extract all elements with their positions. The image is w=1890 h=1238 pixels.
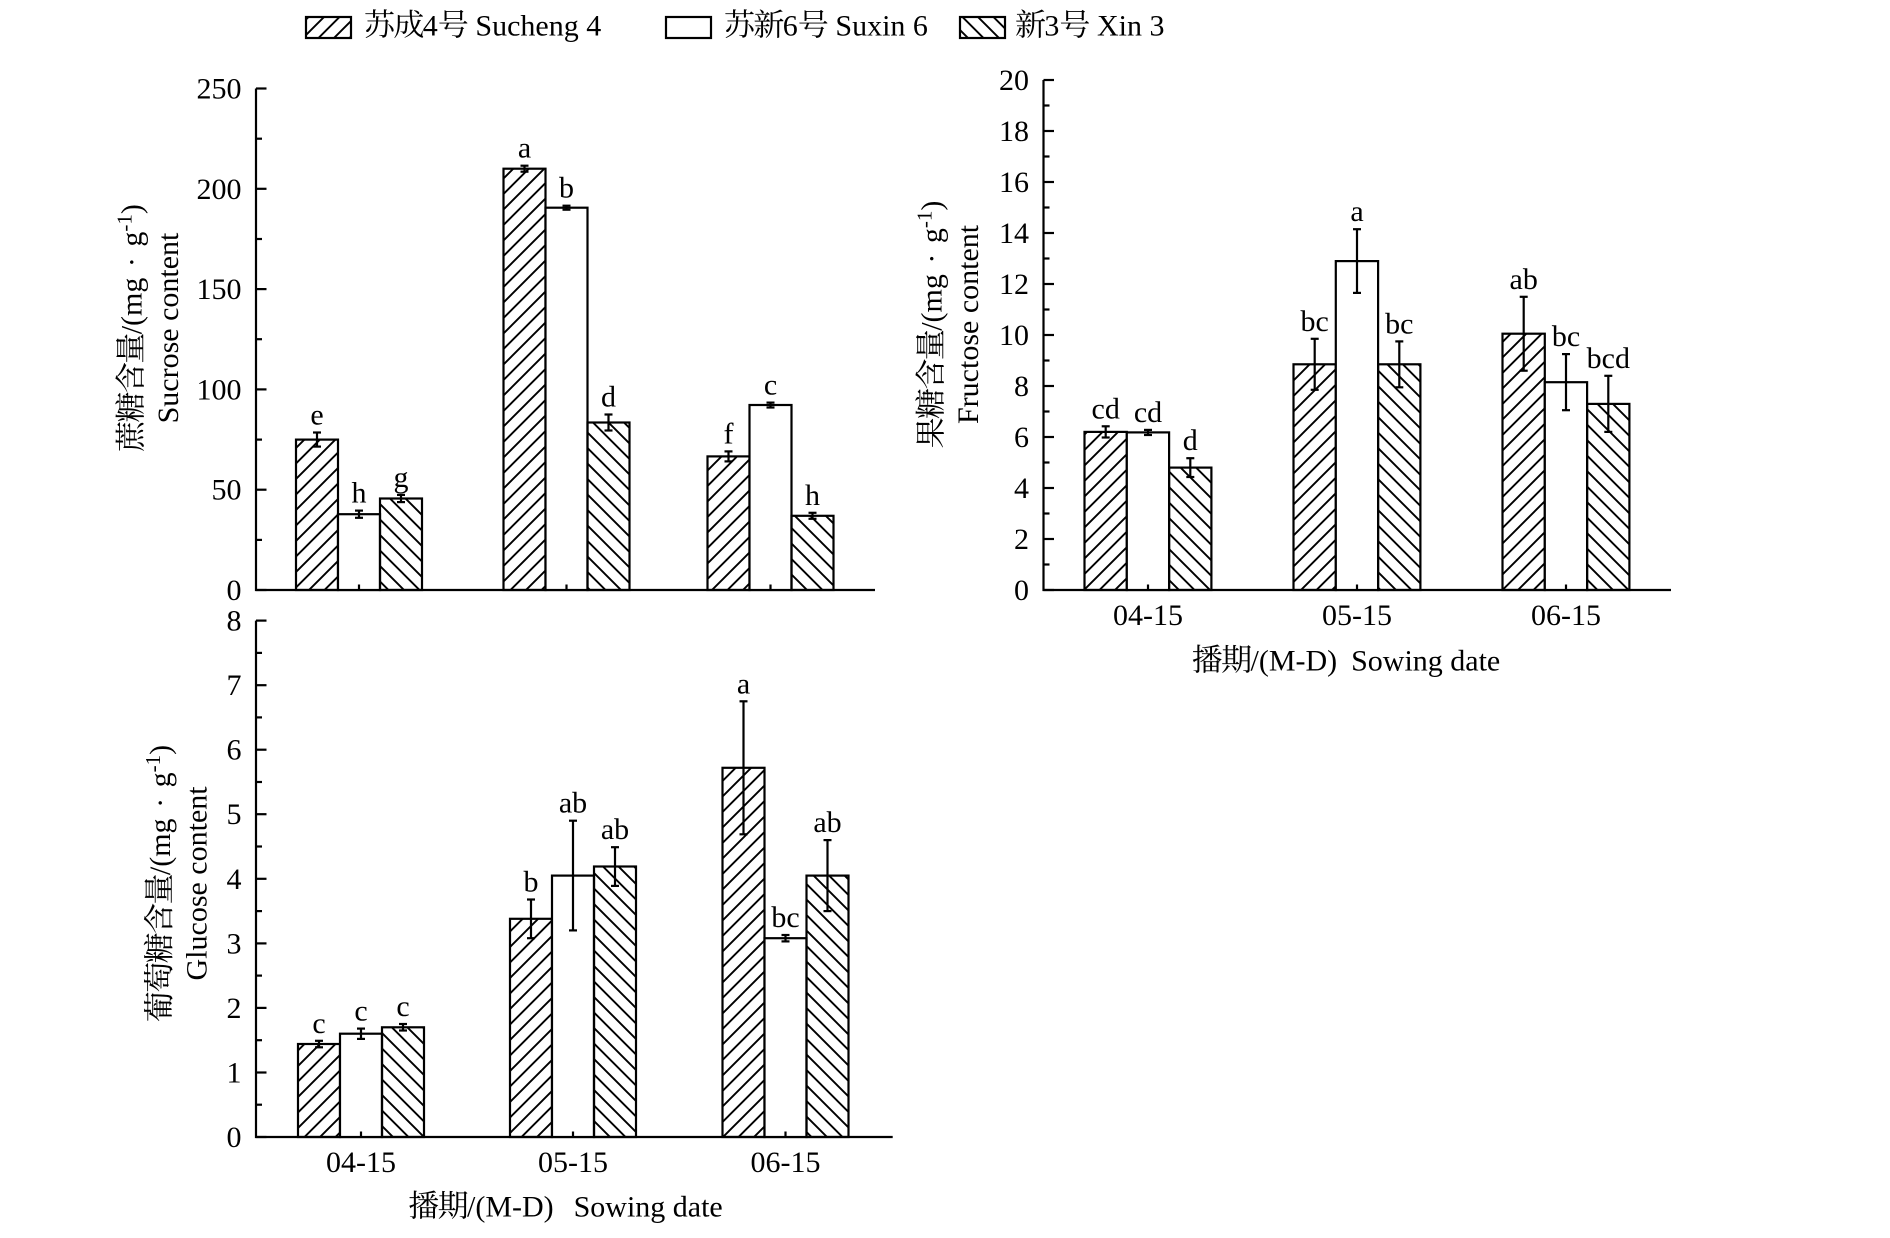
- svg-text:05-15: 05-15: [538, 1146, 608, 1179]
- svg-text:a: a: [518, 132, 531, 165]
- svg-text:Xin 3: Xin 3: [1097, 10, 1165, 43]
- svg-text:d: d: [1183, 424, 1198, 457]
- svg-text:h: h: [805, 479, 820, 512]
- svg-text:d: d: [601, 381, 616, 414]
- svg-text:12: 12: [999, 268, 1029, 301]
- svg-text:2: 2: [227, 992, 242, 1025]
- svg-text:Fructose content: Fructose content: [952, 224, 985, 424]
- svg-text:g: g: [144, 772, 177, 787]
- svg-text:-1: -1: [141, 755, 165, 773]
- svg-text:200: 200: [197, 173, 242, 206]
- svg-text:7: 7: [227, 669, 242, 702]
- svg-text:05-15: 05-15: [1322, 599, 1392, 632]
- svg-text:6: 6: [227, 734, 242, 767]
- svg-text:c: c: [764, 369, 777, 402]
- svg-text:·: ·: [916, 254, 949, 264]
- svg-text:06-15: 06-15: [751, 1146, 821, 1179]
- svg-text:Sucrose content: Sucrose content: [152, 232, 185, 423]
- svg-text:bcd: bcd: [1587, 342, 1630, 375]
- svg-text:b: b: [559, 172, 574, 205]
- svg-text:250: 250: [197, 73, 242, 106]
- svg-text:0: 0: [227, 1121, 242, 1154]
- svg-text:g: g: [394, 461, 409, 494]
- svg-text:Sowing date: Sowing date: [1351, 645, 1500, 678]
- svg-text:bc: bc: [1301, 305, 1329, 338]
- svg-text:8: 8: [1014, 370, 1029, 403]
- svg-text:bc: bc: [1552, 320, 1580, 353]
- svg-text:20: 20: [999, 64, 1029, 97]
- svg-text:a: a: [1350, 195, 1363, 228]
- svg-text:0: 0: [1014, 574, 1029, 607]
- svg-text:-1: -1: [913, 211, 937, 229]
- svg-text:100: 100: [197, 373, 242, 406]
- svg-text:ab: ab: [559, 787, 587, 820]
- svg-text:ab: ab: [813, 806, 841, 839]
- svg-text:6: 6: [1014, 421, 1029, 454]
- svg-text:8: 8: [227, 605, 242, 638]
- svg-text:): ): [916, 201, 949, 211]
- svg-text:c: c: [354, 995, 367, 1028]
- svg-text:e: e: [310, 399, 323, 432]
- svg-text:16: 16: [999, 166, 1029, 199]
- svg-text:3: 3: [1044, 10, 1059, 43]
- svg-text:3: 3: [227, 927, 242, 960]
- svg-text:c: c: [312, 1007, 325, 1040]
- svg-text:g: g: [916, 228, 949, 243]
- svg-text:6: 6: [783, 10, 798, 43]
- svg-text:04-15: 04-15: [1113, 599, 1183, 632]
- svg-text:Suxin 6: Suxin 6: [835, 10, 928, 43]
- svg-text:g: g: [116, 232, 149, 247]
- svg-text:/(mg: /(mg: [916, 274, 949, 331]
- svg-text:b: b: [524, 866, 539, 899]
- svg-text:bc: bc: [1385, 307, 1413, 340]
- svg-text:2: 2: [1014, 523, 1029, 556]
- svg-text:Sowing date: Sowing date: [574, 1191, 723, 1224]
- svg-text:h: h: [352, 477, 367, 510]
- svg-text:cd: cd: [1134, 396, 1162, 429]
- svg-text:14: 14: [999, 217, 1029, 250]
- svg-text:4: 4: [227, 863, 242, 896]
- svg-text:10: 10: [999, 319, 1029, 352]
- svg-text:/(M-D): /(M-D): [1251, 645, 1338, 678]
- svg-text:/(M-D): /(M-D): [467, 1191, 554, 1224]
- svg-text:50: 50: [212, 474, 242, 507]
- svg-text:Glucose content: Glucose content: [181, 786, 214, 981]
- svg-text:bc: bc: [771, 901, 799, 934]
- svg-text:0: 0: [227, 574, 242, 607]
- svg-text:4: 4: [423, 10, 438, 43]
- svg-text:): ): [144, 745, 177, 755]
- svg-text:a: a: [737, 667, 750, 700]
- svg-text:150: 150: [197, 273, 242, 306]
- svg-text:f: f: [724, 417, 734, 450]
- svg-text:Sucheng 4: Sucheng 4: [475, 10, 601, 43]
- svg-text:·: ·: [144, 798, 177, 808]
- svg-text:c: c: [396, 990, 409, 1023]
- svg-text:5: 5: [227, 798, 242, 831]
- svg-text:4: 4: [1014, 472, 1029, 505]
- svg-text:-1: -1: [113, 214, 137, 232]
- svg-text:/(mg: /(mg: [144, 818, 177, 875]
- svg-text:ab: ab: [1510, 263, 1538, 296]
- svg-text:): ): [116, 204, 149, 214]
- svg-text:04-15: 04-15: [326, 1146, 396, 1179]
- svg-text:18: 18: [999, 115, 1029, 148]
- svg-text:06-15: 06-15: [1531, 599, 1601, 632]
- svg-text:·: ·: [116, 257, 149, 267]
- svg-text:ab: ab: [601, 813, 629, 846]
- svg-text:1: 1: [227, 1057, 242, 1090]
- svg-text:/(mg: /(mg: [116, 278, 149, 335]
- svg-text:cd: cd: [1092, 392, 1120, 425]
